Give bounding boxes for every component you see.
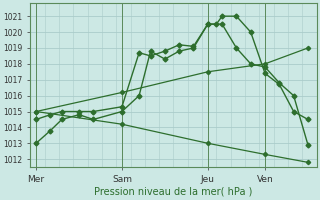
X-axis label: Pression niveau de la mer( hPa ): Pression niveau de la mer( hPa ) (94, 187, 252, 197)
